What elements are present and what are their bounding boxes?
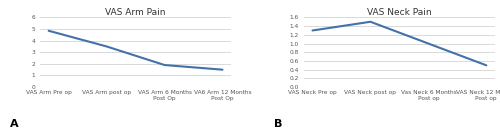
Title: VAS Neck Pain: VAS Neck Pain: [367, 8, 432, 17]
Text: A: A: [10, 119, 18, 129]
Title: VAS Arm Pain: VAS Arm Pain: [106, 8, 166, 17]
Text: B: B: [274, 119, 282, 129]
